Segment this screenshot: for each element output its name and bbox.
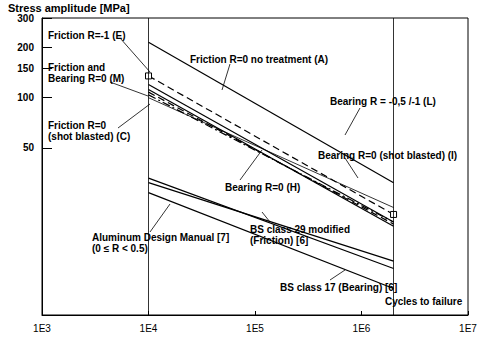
svg-text:1E5: 1E5 [246,323,264,334]
svg-text:1E7: 1E7 [459,323,477,334]
svg-text:Cycles to failure: Cycles to failure [385,296,463,307]
svg-text:Bearing R=0 (H): Bearing R=0 (H) [225,182,300,193]
svg-text:1E6: 1E6 [353,323,371,334]
svg-text:1E3: 1E3 [33,323,51,334]
svg-text:Friction R=0 no treatment (A): Friction R=0 no treatment (A) [190,54,328,65]
svg-text:150: 150 [17,63,34,74]
svg-text:BS class 29 modified: BS class 29 modified [250,224,350,235]
svg-text:Bearing R=0 (M): Bearing R=0 (M) [48,73,124,84]
svg-text:Friction and: Friction and [48,62,105,73]
svg-text:50: 50 [23,142,35,153]
svg-text:Bearing R=0 (shot blasted) (I): Bearing R=0 (shot blasted) (I) [318,150,457,161]
svg-text:Bearing R = -0,5 /-1 (L): Bearing R = -0,5 /-1 (L) [330,96,436,107]
svg-text:(0 ≤ R < 0.5): (0 ≤ R < 0.5) [92,243,148,254]
svg-text:Friction R=-1 (E): Friction R=-1 (E) [48,30,126,41]
svg-text:100: 100 [17,92,34,103]
svg-text:1E4: 1E4 [140,323,158,334]
svg-text:Stress amplitude [MPa]: Stress amplitude [MPa] [8,1,130,14]
svg-text:(shot blasted) (C): (shot blasted) (C) [48,131,130,142]
svg-text:200: 200 [17,42,34,53]
svg-text:BS class 17 (Bearing) [6]: BS class 17 (Bearing) [6] [280,282,397,293]
svg-text:(Friction) [6]: (Friction) [6] [250,235,308,246]
svg-text:Friction R=0: Friction R=0 [48,120,107,131]
svg-text:Aluminum Design Manual [7]: Aluminum Design Manual [7] [92,232,229,243]
svg-text:300: 300 [17,13,34,24]
